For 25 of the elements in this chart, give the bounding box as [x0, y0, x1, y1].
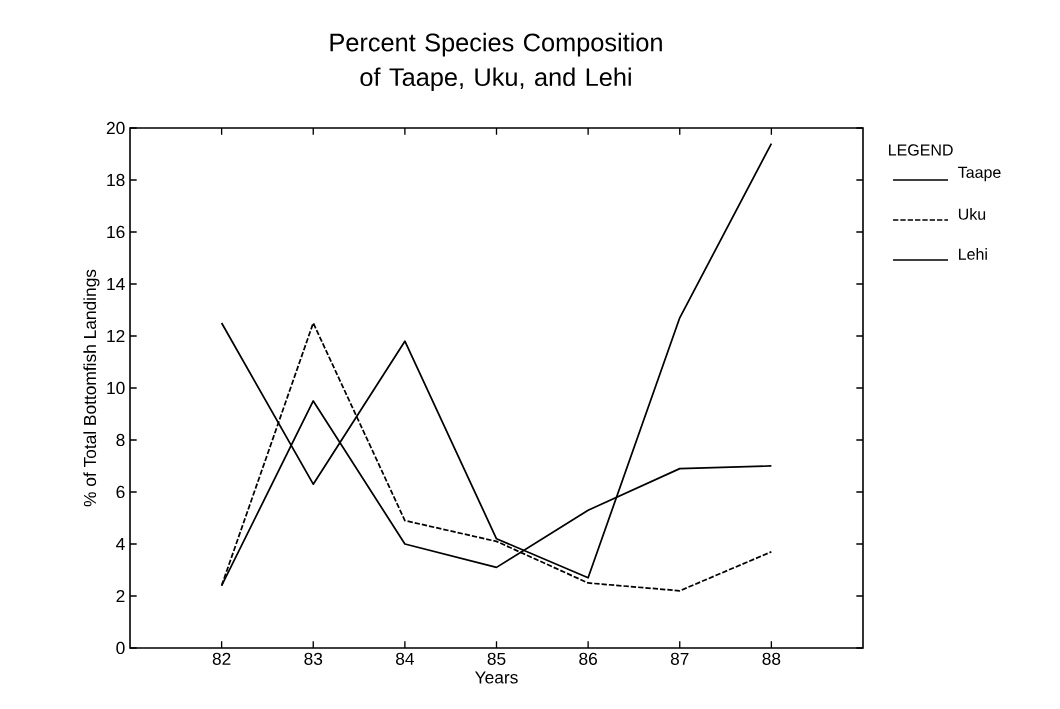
x-tick-label: 83 — [304, 652, 323, 665]
y-tick-label: 14 — [107, 278, 125, 290]
x-tick-label: 82 — [212, 652, 231, 665]
y-tick-label: 2 — [116, 589, 125, 603]
x-tick-label: 85 — [487, 652, 506, 665]
chart-title: Percent Species Composition of Taape, Uku, and Lehi — [330, 32, 662, 92]
y-tick-label: 16 — [107, 225, 125, 239]
x-axis-title: Years — [475, 671, 518, 684]
y-tick-label: 6 — [116, 485, 125, 499]
legend-label: Taape — [958, 166, 1001, 182]
y-tick-label: 4 — [116, 538, 125, 550]
y-tick-label: 8 — [116, 433, 125, 447]
legend-label: Uku — [958, 208, 986, 220]
y-tick-label: 10 — [107, 381, 125, 395]
legend-title: LEGEND — [889, 144, 953, 156]
x-tick-label: 84 — [395, 652, 415, 665]
x-tick-label: 88 — [762, 652, 781, 665]
y-tick-label: 12 — [107, 329, 125, 343]
legend-label: Lehi — [959, 248, 987, 260]
y-tick-label: 20 — [106, 121, 125, 135]
x-tick-label: 86 — [579, 652, 598, 665]
y-tick-label: 0 — [116, 641, 125, 655]
x-tick-label: 87 — [670, 652, 689, 665]
y-axis-title: % of Total Bottomfish Landings — [83, 269, 100, 507]
y-tick-label: 18 — [107, 173, 125, 187]
